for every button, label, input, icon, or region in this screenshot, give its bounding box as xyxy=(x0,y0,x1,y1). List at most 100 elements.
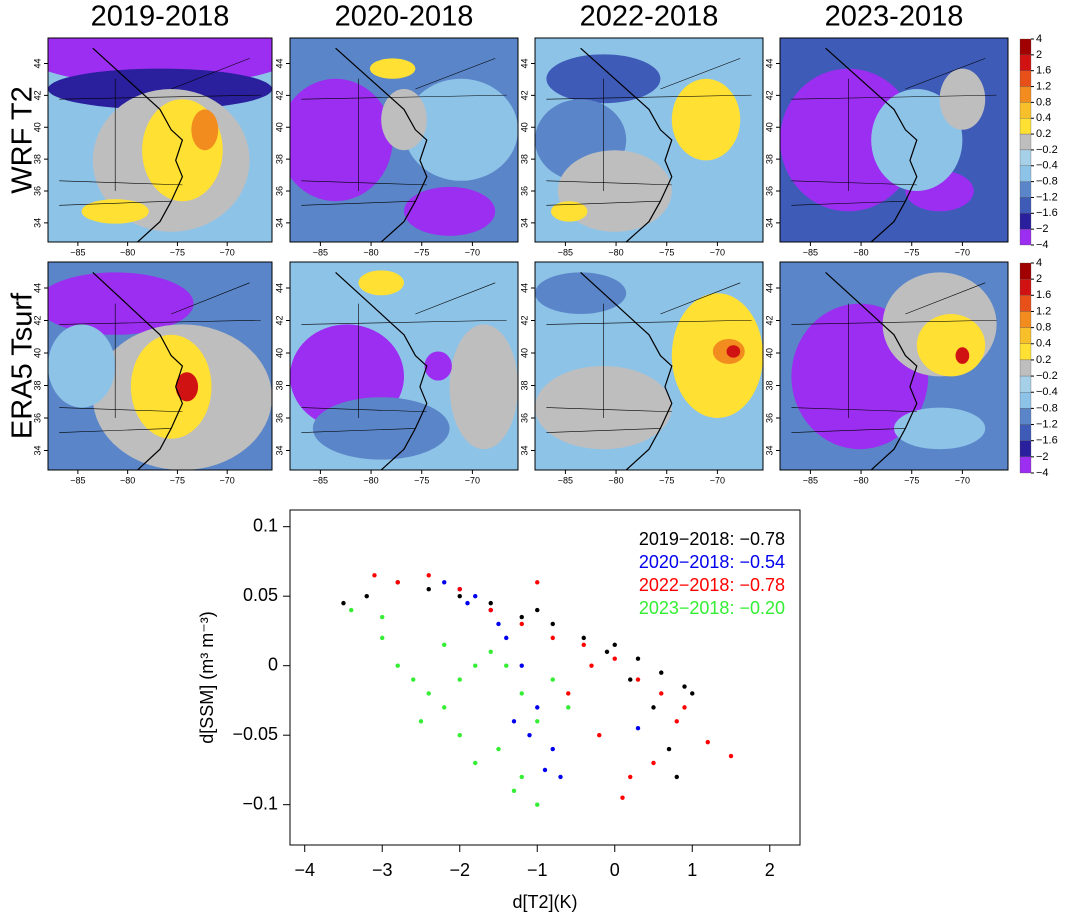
point xyxy=(659,670,664,675)
point xyxy=(566,691,571,696)
lat-tick-label: 42 xyxy=(519,315,529,325)
x-tick-label: −2 xyxy=(449,860,470,880)
map-panel xyxy=(535,38,763,242)
point xyxy=(535,705,540,710)
coastline xyxy=(92,271,184,470)
lon-tick-label: −85 xyxy=(70,247,85,257)
map-frame xyxy=(289,37,519,243)
border-line xyxy=(171,58,250,90)
legend-entry: 2023−2018: −0.20 xyxy=(639,598,785,618)
border-line xyxy=(301,428,416,433)
colorbar-box xyxy=(1019,86,1032,103)
colorbar-label: 1.2 xyxy=(1036,80,1051,92)
map-region xyxy=(48,68,272,110)
border-line xyxy=(791,319,997,325)
border-line xyxy=(171,282,250,315)
map-region xyxy=(424,351,452,381)
map-region xyxy=(381,89,427,151)
border-line xyxy=(791,428,906,433)
map-panel xyxy=(780,262,1008,470)
legend-entry: 2020−2018: −0.54 xyxy=(639,552,785,572)
y-tick-label: 0.1 xyxy=(253,515,278,535)
colorbar-label: −0.2 xyxy=(1036,144,1058,156)
lat-tick-label: 36 xyxy=(32,413,42,423)
lon-tick-label: −80 xyxy=(363,247,378,257)
map-frame xyxy=(534,37,764,243)
lat-tick-label: 38 xyxy=(32,154,42,164)
border-line xyxy=(301,94,507,100)
colorbar-box xyxy=(1019,54,1032,71)
colorbar-label: −1.6 xyxy=(1036,435,1058,447)
lat-tick-label: 42 xyxy=(32,90,42,100)
colorbar-label: 1.6 xyxy=(1036,65,1051,77)
lat-tick-label: 40 xyxy=(274,348,284,358)
lat-tick-label: 36 xyxy=(519,186,529,196)
lat-tick-label: 36 xyxy=(519,413,529,423)
lat-tick-label: 38 xyxy=(32,380,42,390)
lat-tick-label: 38 xyxy=(274,380,284,390)
lat-tick-label: 44 xyxy=(274,58,284,68)
x-tick-label: −3 xyxy=(372,860,393,880)
point xyxy=(473,760,478,766)
coastline xyxy=(825,47,918,242)
point xyxy=(651,705,656,710)
point xyxy=(612,656,617,661)
border-line xyxy=(59,180,183,186)
lat-tick-label: 34 xyxy=(274,445,284,455)
point xyxy=(674,719,679,724)
point xyxy=(728,753,734,759)
lon-tick-label: −70 xyxy=(220,247,235,257)
border-line xyxy=(905,58,986,90)
lon-tick-label: −70 xyxy=(710,475,725,485)
lat-tick-label: 34 xyxy=(764,445,774,455)
lat-tick-label: 38 xyxy=(274,154,284,164)
border-line xyxy=(415,282,496,315)
plot-frame xyxy=(289,509,801,846)
border-line xyxy=(59,428,172,433)
lon-tick-label: −85 xyxy=(558,247,573,257)
map-region xyxy=(175,372,199,402)
lat-tick-label: 40 xyxy=(764,122,774,132)
map-region xyxy=(191,109,219,151)
colorbar-box xyxy=(1019,118,1032,135)
lon-tick-label: −75 xyxy=(904,247,919,257)
lon-tick-label: −70 xyxy=(955,475,970,485)
point xyxy=(519,774,524,780)
border-line xyxy=(791,407,917,413)
lon-tick-label: −85 xyxy=(803,475,818,485)
colorbar-label: 0.4 xyxy=(1036,338,1051,350)
point xyxy=(519,621,524,627)
point xyxy=(488,607,493,613)
point xyxy=(558,774,563,780)
lat-tick-label: 40 xyxy=(32,122,42,132)
column-title: 2020-2018 xyxy=(335,1,474,33)
point xyxy=(488,600,493,606)
lon-tick-label: −70 xyxy=(710,247,725,257)
lon-tick-label: −80 xyxy=(853,475,868,485)
lat-tick-label: 44 xyxy=(519,58,529,68)
point xyxy=(705,739,710,745)
point xyxy=(535,580,540,585)
point xyxy=(628,677,633,682)
row-label: WRF T2 xyxy=(7,86,39,193)
colorbar-label: −1.2 xyxy=(1036,418,1058,430)
lat-tick-label: 44 xyxy=(519,283,529,293)
point xyxy=(659,691,664,696)
coastline xyxy=(580,47,673,242)
point xyxy=(682,705,687,710)
map-panel xyxy=(48,38,272,242)
point xyxy=(550,746,555,752)
colorbar-label: 2 xyxy=(1036,273,1042,285)
lat-tick-label: 40 xyxy=(32,348,42,358)
colorbar-label: 0.2 xyxy=(1036,354,1051,366)
colorbar-box xyxy=(1019,279,1032,296)
point xyxy=(426,587,431,592)
colorbar-label: 4 xyxy=(1036,33,1042,45)
point xyxy=(442,642,447,648)
colorbar-label: −0.8 xyxy=(1036,176,1058,188)
lat-tick-label: 36 xyxy=(764,186,774,196)
map-frame xyxy=(779,37,1009,243)
colorbar-box xyxy=(1019,213,1032,230)
point xyxy=(473,593,478,599)
